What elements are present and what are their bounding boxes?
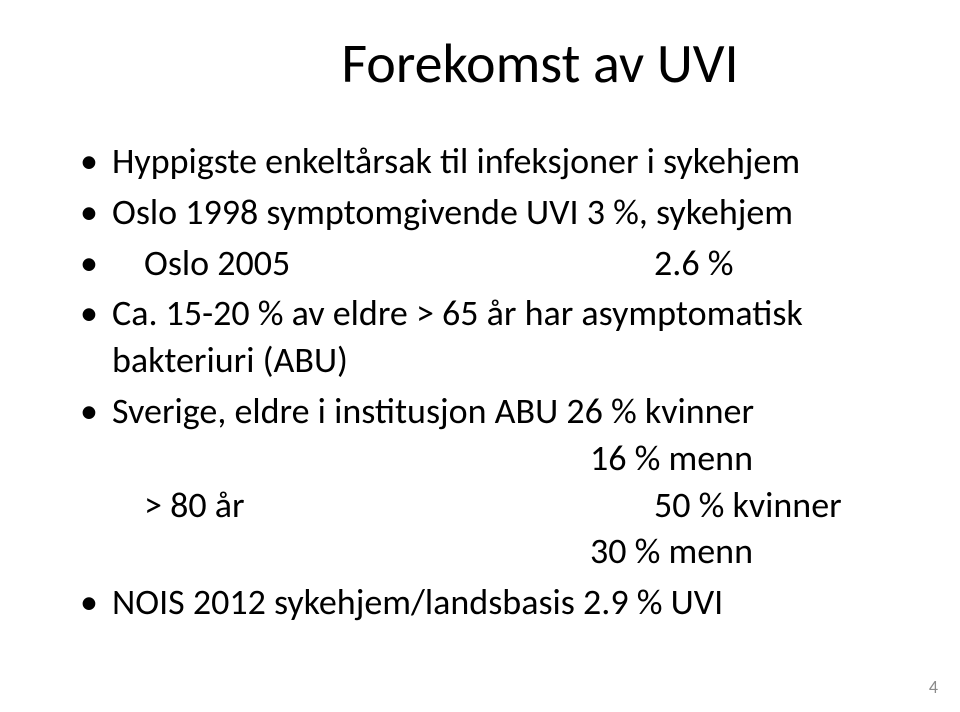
bullet-item: Sverige, eldre i institusjon ABU 26 % kv… xyxy=(80,388,880,575)
bullet-item: Ca. 15-20 % av eldre > 65 år har asympto… xyxy=(80,290,880,384)
slide: Forekomst av UVI Hyppigste enkeltårsak t… xyxy=(0,0,960,712)
bullet-item: Hyppigste enkeltårsak til infeksjoner i … xyxy=(80,138,880,185)
bullet-text: Sverige, eldre i institusjon ABU 26 % kv… xyxy=(112,389,754,433)
bullet-list: Hyppigste enkeltårsak til infeksjoner i … xyxy=(80,138,880,626)
bullet-text-right: 2.6 % xyxy=(654,240,733,287)
page-number: 4 xyxy=(929,676,938,698)
bullet-subline: 16 % menn xyxy=(112,435,880,482)
bullet-item: Oslo 2005 2.6 % xyxy=(80,240,880,287)
bullet-subline: 30 % menn xyxy=(112,528,880,575)
bullet-item: NOIS 2012 sykehjem/landsbasis 2.9 % UVI xyxy=(80,579,880,626)
bullet-text-left: Oslo 2005 xyxy=(112,240,654,287)
bullet-subline-left: > 80 år xyxy=(112,482,654,529)
bullet-subline-right: 50 % kvinner xyxy=(654,482,842,529)
slide-title: Forekomst av UVI xyxy=(200,30,880,98)
bullet-item: Oslo 1998 symptomgivende UVI 3 %, sykehj… xyxy=(80,189,880,236)
